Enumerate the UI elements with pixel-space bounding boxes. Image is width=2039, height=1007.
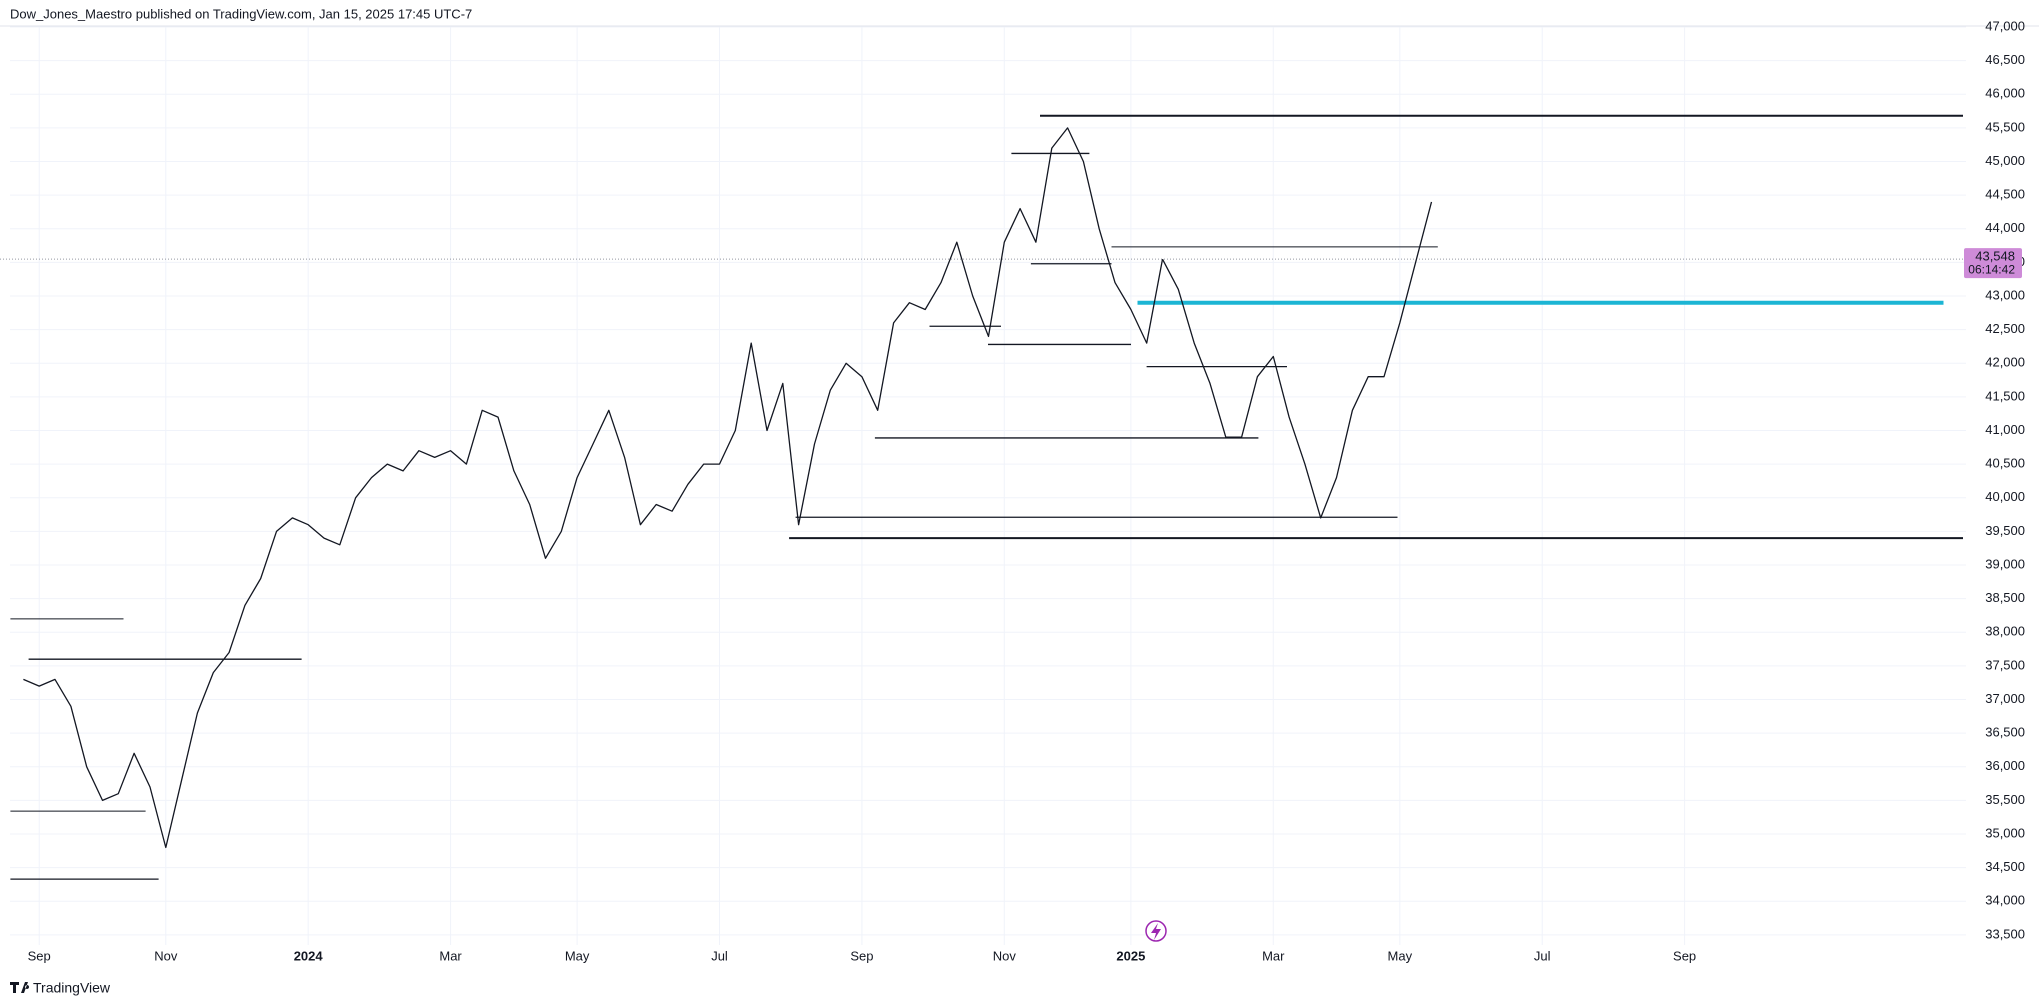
x-tick-label: Sep — [1673, 948, 1696, 963]
countdown: 06:14:42 — [1968, 262, 2015, 276]
lightning-icon[interactable] — [1145, 920, 1167, 942]
tv-logo: TradingView — [10, 980, 111, 996]
y-tick-label: 36,500 — [1985, 725, 2025, 740]
x-tick-label: Jul — [1534, 948, 1551, 963]
y-tick-label: 47,000 — [1985, 18, 2025, 33]
y-tick-label: 38,500 — [1985, 590, 2025, 605]
logo-icon — [10, 982, 30, 993]
y-tick-label: 34,000 — [1985, 893, 2025, 908]
x-tick-label: Sep — [850, 948, 873, 963]
y-tick-label: 42,000 — [1985, 355, 2025, 370]
price-line — [23, 127, 1164, 849]
y-tick-label: 41,000 — [1985, 422, 2025, 437]
y-tick-label: 40,500 — [1985, 456, 2025, 471]
y-tick-label: 43,000 — [1985, 287, 2025, 302]
x-tick-label: 2024 — [294, 948, 324, 963]
y-tick-label: 35,500 — [1985, 792, 2025, 807]
y-tick-label: 45,500 — [1985, 119, 2025, 134]
lightning-bolt[interactable] — [1151, 923, 1161, 940]
y-tick-label: 33,500 — [1985, 926, 2025, 941]
y-tick-label: 38,000 — [1985, 624, 2025, 639]
y-tick-label: 35,000 — [1985, 825, 2025, 840]
y-tick-label: 42,500 — [1985, 321, 2025, 336]
x-tick-label: Mar — [439, 948, 462, 963]
y-tick-label: 37,500 — [1985, 657, 2025, 672]
x-tick-label: May — [1388, 948, 1413, 963]
x-tick-label: Sep — [28, 948, 51, 963]
y-tick-label: 34,500 — [1985, 859, 2025, 874]
y-tick-label: 39,500 — [1985, 523, 2025, 538]
price-line — [1161, 201, 1433, 519]
x-tick-label: Nov — [993, 948, 1017, 963]
y-tick-label: 39,000 — [1985, 556, 2025, 571]
price-label: 43,548 — [1975, 249, 2015, 264]
logo-text: TradingView — [33, 980, 111, 996]
y-tick-label: 41,500 — [1985, 388, 2025, 403]
x-tick-label: May — [565, 948, 590, 963]
x-tick-label: Nov — [154, 948, 178, 963]
y-tick-label: 37,000 — [1985, 691, 2025, 706]
x-tick-label: Mar — [1262, 948, 1285, 963]
y-tick-label: 46,000 — [1985, 86, 2025, 101]
y-tick-label: 46,500 — [1985, 52, 2025, 67]
y-tick-label: 44,500 — [1985, 187, 2025, 202]
y-tick-label: 40,000 — [1985, 489, 2025, 504]
grid-layer — [10, 26, 1966, 945]
publish-note: Dow_Jones_Maestro published on TradingVi… — [10, 6, 472, 21]
price-badge — [1964, 248, 2022, 279]
y-tick-label: 45,000 — [1985, 153, 2025, 168]
y-tick-label: 44,000 — [1985, 220, 2025, 235]
y-tick-label: 36,000 — [1985, 758, 2025, 773]
x-tick-label: Jul — [711, 948, 728, 963]
x-tick-label: 2025 — [1116, 948, 1145, 963]
